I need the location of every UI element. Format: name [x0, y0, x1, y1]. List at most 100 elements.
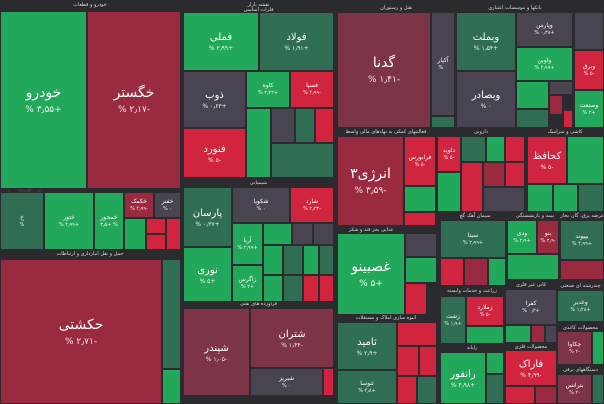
tile-small[interactable] [263, 223, 292, 245]
tile-sita[interactable]: سیتا +۲٫۹۹ % [440, 220, 506, 258]
tile-small[interactable] [283, 245, 303, 275]
tile-vdey[interactable]: ودی +۲٫۹ % [507, 220, 537, 254]
tile-small[interactable] [592, 374, 604, 404]
tile-kfra[interactable]: کفرا +۰٫۳ % [505, 289, 557, 325]
tile-shpendar[interactable]: شپندر -۱٫۰۵ % [183, 308, 250, 396]
tile-small[interactable] [283, 275, 303, 302]
tile-small[interactable] [303, 245, 319, 275]
tile-akpar[interactable]: آکپار ۰ % [431, 12, 455, 116]
tile-small[interactable] [292, 223, 313, 245]
tile-khfanar[interactable]: خفنر ۰ % [154, 192, 181, 218]
tile-small[interactable] [397, 346, 419, 376]
tile-farabourse[interactable]: فرابورس -۵ % [404, 136, 436, 186]
tile-vbargh[interactable]: وبرق -۵ % [574, 50, 604, 90]
tile-small[interactable] [516, 109, 549, 128]
tile-small[interactable] [507, 254, 559, 280]
tile-small[interactable] [404, 212, 436, 226]
tile-bipvand[interactable]: بپیوند +۴٫۹۹ % [560, 220, 604, 260]
tile-khtoor[interactable]: ختور +۴٫۹۹ % [44, 192, 94, 250]
tile-vpars[interactable]: وپارس +۰٫۳۸ % [516, 12, 573, 47]
tile-small[interactable] [162, 369, 181, 404]
tile-small[interactable] [303, 275, 319, 302]
tile-samid[interactable]: ثامید +۲٫۹ % [337, 322, 397, 370]
tile-small[interactable] [505, 325, 531, 343]
tile-farak[interactable]: فاراک -۴٫۹۹ % [505, 350, 557, 386]
tile-kaveh[interactable]: کاوه +۲٫۲۲ % [246, 71, 290, 108]
tile-vbmellat[interactable]: وبملت +۱٫۵۴ % [456, 12, 516, 71]
tile-zagros[interactable]: زاگرس +۲ % [232, 265, 263, 302]
tile-small[interactable] [505, 162, 525, 187]
tile-small[interactable] [397, 322, 437, 346]
tile-small[interactable] [549, 95, 563, 115]
tile-small[interactable] [516, 81, 549, 109]
tile-small[interactable] [574, 12, 604, 50]
tile-zob[interactable]: ذوب +۰٫۶۳ % [183, 71, 246, 128]
tile-shabriz[interactable]: شبریز ۰ % [250, 368, 323, 396]
tile-small[interactable] [397, 376, 417, 404]
tile-gadena[interactable]: گدنا -۱٫۴۱ % [337, 12, 431, 128]
tile-small[interactable] [404, 186, 436, 212]
tile-small[interactable] [146, 218, 166, 234]
tile-small[interactable] [486, 374, 504, 404]
tile-fameli[interactable]: فملی +۳٫۹۹ % [183, 12, 259, 71]
tile-small[interactable] [461, 136, 486, 162]
tile-small[interactable] [483, 187, 525, 212]
tile-small[interactable] [124, 218, 146, 250]
tile-small[interactable] [271, 143, 334, 178]
tile-foolad[interactable]: فولاد +۱٫۹۱ % [259, 12, 334, 71]
tile-small[interactable] [405, 283, 427, 315]
tile-small[interactable] [263, 245, 283, 275]
tile-small[interactable] [271, 108, 295, 143]
tile-sharad[interactable]: شارد -۲٫۲۳ % [290, 187, 334, 223]
tile-small[interactable] [483, 162, 505, 187]
tile-fasapa[interactable]: فسپا -۴٫۹۹ % [290, 71, 334, 108]
tile-small[interactable] [567, 136, 604, 184]
tile-vbsader[interactable]: وبصادر ۰ % [456, 71, 516, 128]
tile-small[interactable] [162, 259, 181, 369]
tile-noori[interactable]: نوری +۵ % [183, 247, 232, 302]
tile-sanosa[interactable]: ثنوسا +۴٫۸ % [337, 370, 397, 404]
tile-small[interactable] [466, 326, 504, 344]
tile-vsanat[interactable]: وصنعت +۲ % [574, 90, 604, 128]
tile-small[interactable] [505, 136, 525, 162]
tile-energy3[interactable]: انرژی۳ -۳٫۵۹ % [337, 136, 404, 226]
tile-small[interactable] [486, 352, 504, 374]
tile-small[interactable] [505, 386, 535, 404]
tile-small[interactable] [437, 172, 461, 212]
tile-parsan[interactable]: پارسان +۰٫۳۷ % [183, 187, 232, 247]
tile-btrans[interactable]: بترانس -۲ % [557, 374, 592, 404]
tile-khmehvar[interactable]: خمحور% +۳٫۵ [94, 192, 124, 250]
tile-khgostar[interactable]: خگستر -۲٫۱۷ % [87, 11, 181, 189]
tile-fanavard[interactable]: فنورد -۵ % [183, 128, 246, 178]
tile-small[interactable] [405, 233, 437, 257]
tile-small[interactable] [549, 81, 573, 95]
tile-shekooya[interactable]: شکویا ۰ % [232, 187, 290, 223]
tile-small[interactable] [535, 386, 557, 404]
tile-small[interactable] [417, 376, 437, 404]
tile-small[interactable] [563, 110, 573, 128]
tile-small[interactable] [545, 325, 557, 343]
tile-small[interactable] [431, 116, 455, 128]
tile-zmelard[interactable]: زملارد -۵ % [466, 296, 504, 326]
tile-small[interactable] [295, 108, 315, 143]
tile-shtran[interactable]: شتران -۱٫۴۴ % [250, 308, 334, 368]
tile-small[interactable] [315, 108, 334, 143]
tile-small[interactable] [578, 184, 604, 212]
tile-kehafez[interactable]: کحافظ -۵ % [527, 136, 567, 184]
tile-chkava[interactable]: چکاوا -۴ % [557, 331, 592, 365]
tile-small[interactable] [419, 346, 437, 376]
tile-small[interactable] [323, 368, 334, 396]
tile-small[interactable] [405, 257, 437, 283]
tile-small[interactable] [527, 184, 553, 212]
tile-ghasino[interactable]: غصبینو +۵ % [337, 233, 405, 315]
tile-vlobn[interactable]: ولوبن +۴٫۹۹ % [516, 47, 573, 81]
tile-small[interactable] [319, 275, 334, 302]
tile-small[interactable] [246, 108, 271, 178]
tile-dlovid[interactable]: دلوید -۵ % [437, 136, 461, 172]
tile-small[interactable] [146, 234, 166, 250]
tile-arya[interactable]: آریا +۴٫۹۹ % [232, 223, 263, 265]
tile-zshet[interactable]: زشت +۱٫۹ % [440, 296, 466, 344]
tile-hakeshti[interactable]: حکشتی -۲٫۷۱ % [0, 259, 162, 404]
tile-khkomak[interactable]: خکمک -۴٫۹۹ % [124, 192, 154, 218]
tile-khodro[interactable]: خودرو +۳٫۵۵ % [0, 11, 87, 189]
